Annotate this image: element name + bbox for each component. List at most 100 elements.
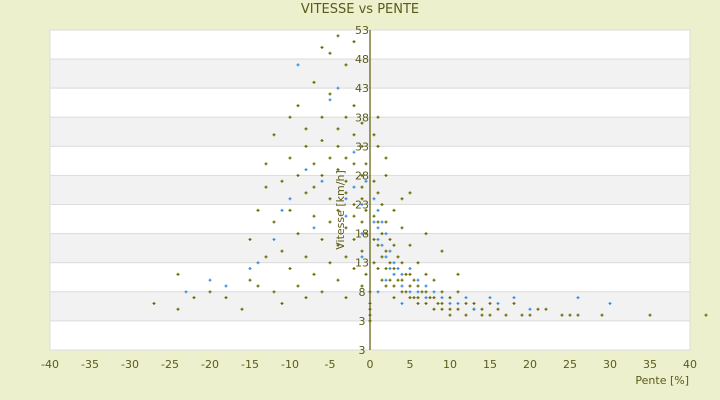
data-point-series-1: [320, 115, 324, 119]
data-point-series-1: [336, 34, 340, 38]
data-point-series-1: [352, 104, 356, 108]
data-point-series-2: [392, 272, 396, 276]
x-axis-label: Pente [%]: [635, 374, 689, 387]
data-point-series-1: [528, 313, 532, 317]
data-point-series-1: [384, 173, 388, 177]
data-point-series-1: [320, 290, 324, 294]
data-point-series-1: [424, 232, 428, 236]
data-point-series-1: [388, 237, 392, 241]
data-point-series-1: [312, 272, 316, 276]
data-point-series-2: [304, 168, 308, 172]
data-point-series-2: [424, 296, 428, 300]
data-point-series-1: [472, 301, 476, 305]
data-point-series-1: [576, 313, 580, 317]
data-point-series-1: [440, 307, 444, 311]
x-tick-label: 40: [683, 358, 697, 371]
data-point-series-2: [512, 296, 516, 300]
data-point-series-1: [360, 249, 364, 253]
data-point-series-1: [364, 162, 368, 166]
y-tick-label: 18: [355, 228, 369, 241]
data-point-series-1: [420, 290, 424, 294]
data-point-series-1: [344, 115, 348, 119]
data-point-series-2: [272, 237, 276, 241]
data-point-series-1: [380, 232, 384, 236]
data-point-series-1: [392, 284, 396, 288]
data-point-series-2: [364, 179, 368, 183]
data-point-series-2: [336, 86, 340, 90]
y-tick-label: 3: [359, 344, 366, 357]
y-tick-label: 23: [355, 199, 369, 212]
data-point-series-1: [400, 290, 404, 294]
x-tick-label: 35: [643, 358, 657, 371]
data-point-series-1: [296, 173, 300, 177]
data-point-series-2: [488, 296, 492, 300]
data-point-series-1: [364, 232, 368, 236]
data-point-series-1: [360, 197, 364, 201]
data-point-series-1: [412, 296, 416, 300]
data-point-series-1: [344, 156, 348, 160]
data-point-series-2: [376, 226, 380, 230]
data-point-series-1: [336, 278, 340, 282]
data-point-series-1: [488, 301, 492, 305]
data-point-series-1: [416, 284, 420, 288]
data-point-series-1: [344, 296, 348, 300]
x-tick-label: 20: [523, 358, 537, 371]
data-point-series-1: [400, 278, 404, 282]
data-point-series-2: [376, 208, 380, 212]
data-point-series-1: [364, 272, 368, 276]
data-point-series-1: [392, 243, 396, 247]
data-point-series-1: [520, 313, 524, 317]
data-point-series-2: [352, 185, 356, 189]
data-point-series-1: [384, 249, 388, 253]
data-point-series-1: [320, 237, 324, 241]
data-point-series-1: [380, 203, 384, 207]
data-point-series-2: [388, 249, 392, 253]
data-point-series-1: [408, 272, 412, 276]
y-tick-label: 38: [355, 111, 369, 124]
data-point-series-2: [384, 232, 388, 236]
data-point-series-2: [360, 232, 364, 236]
x-tick-label: -15: [241, 358, 259, 371]
data-point-series-1: [392, 208, 396, 212]
data-point-series-1: [384, 267, 388, 271]
data-point-series-1: [352, 214, 356, 218]
data-point-series-1: [428, 296, 432, 300]
y-tick-label: 43: [355, 82, 369, 95]
data-point-series-1: [408, 243, 412, 247]
x-tick-label: 30: [603, 358, 617, 371]
y-tick-label: 13: [355, 257, 369, 270]
data-point-series-2: [360, 255, 364, 259]
data-point-series-1: [440, 301, 444, 305]
data-point-series-2: [416, 278, 420, 282]
data-point-series-1: [404, 272, 408, 276]
data-point-series-1: [372, 261, 376, 265]
data-point-series-1: [288, 208, 292, 212]
data-point-series-1: [384, 156, 388, 160]
data-point-series-1: [328, 220, 332, 224]
data-point-series-2: [456, 301, 460, 305]
data-point-series-1: [176, 272, 180, 276]
data-point-series-1: [416, 296, 420, 300]
data-point-series-1: [256, 208, 260, 212]
data-point-series-1: [372, 237, 376, 241]
data-point-series-2: [296, 63, 300, 67]
data-point-series-2: [432, 290, 436, 294]
data-point-series-2: [440, 296, 444, 300]
data-point-series-1: [208, 290, 212, 294]
data-point-series-2: [248, 267, 252, 271]
data-point-series-1: [372, 179, 376, 183]
data-point-series-2: [528, 307, 532, 311]
data-point-series-1: [360, 284, 364, 288]
data-point-series-1: [392, 296, 396, 300]
data-point-series-1: [432, 296, 436, 300]
data-point-series-2: [376, 290, 380, 294]
data-point-series-1: [336, 208, 340, 212]
data-point-series-1: [400, 197, 404, 201]
data-point-series-1: [272, 220, 276, 224]
data-point-series-1: [272, 290, 276, 294]
data-point-series-1: [344, 179, 348, 183]
y-tick-label: 3: [359, 315, 366, 328]
data-point-series-1: [248, 278, 252, 282]
data-point-series-1: [304, 255, 308, 259]
data-point-series-1: [320, 139, 324, 143]
